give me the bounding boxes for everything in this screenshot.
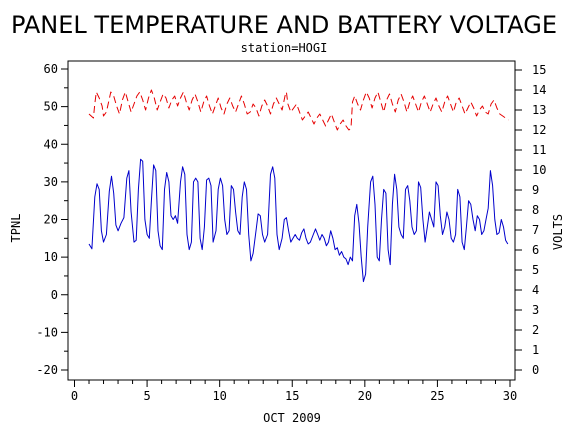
right-tick-label: 13 <box>532 103 546 117</box>
right-tick-label: 15 <box>532 63 546 77</box>
x-tick-label: 0 <box>71 389 78 403</box>
battery-voltage-line <box>88 89 509 131</box>
right-tick-label: 1 <box>532 343 539 357</box>
left-y-axis-label: TPNL <box>9 214 23 243</box>
x-axis: 0 5 10 15 20 25 30 <box>71 380 517 403</box>
left-tick-label: -10 <box>36 325 58 339</box>
right-tick-label: 6 <box>532 243 539 257</box>
x-axis-label: OCT 2009 <box>263 411 321 425</box>
right-tick-label: 3 <box>532 303 539 317</box>
right-tick-label: 7 <box>532 223 539 237</box>
series-layer <box>88 89 509 283</box>
plot-frame <box>67 60 516 381</box>
chart-subtitle: station=HOGI <box>241 41 328 55</box>
right-tick-label: 11 <box>532 143 546 157</box>
right-tick-label: 14 <box>532 83 546 97</box>
left-tick-label: 50 <box>44 100 58 114</box>
right-tick-label: 0 <box>532 363 539 377</box>
left-tick-label: 60 <box>44 62 58 76</box>
left-tick-label: 30 <box>44 175 58 189</box>
left-tick-label: 40 <box>44 137 58 151</box>
x-tick-label: 5 <box>143 389 150 403</box>
right-y-axis-label: VOLTS <box>551 214 565 250</box>
x-tick-label: 15 <box>285 389 299 403</box>
left-tick-label: 10 <box>44 250 58 264</box>
left-y-axis: -20 -10 0 10 20 30 40 50 60 <box>36 62 68 377</box>
right-tick-label: 5 <box>532 263 539 277</box>
chart-title: PANEL TEMPERATURE AND BATTERY VOLTAGE <box>11 11 557 39</box>
left-tick-label: -20 <box>36 363 58 377</box>
x-tick-label: 30 <box>503 389 517 403</box>
x-tick-label: 25 <box>430 389 444 403</box>
right-tick-label: 12 <box>532 123 546 137</box>
right-tick-label: 9 <box>532 183 539 197</box>
right-tick-label: 4 <box>532 283 539 297</box>
x-tick-label: 20 <box>358 389 372 403</box>
left-tick-label: 0 <box>51 288 58 302</box>
x-tick-label: 10 <box>212 389 226 403</box>
panel-temperature-line <box>88 158 509 283</box>
right-tick-label: 8 <box>532 203 539 217</box>
right-tick-label: 10 <box>532 163 546 177</box>
left-tick-label: 20 <box>44 213 58 227</box>
right-tick-label: 2 <box>532 323 539 337</box>
